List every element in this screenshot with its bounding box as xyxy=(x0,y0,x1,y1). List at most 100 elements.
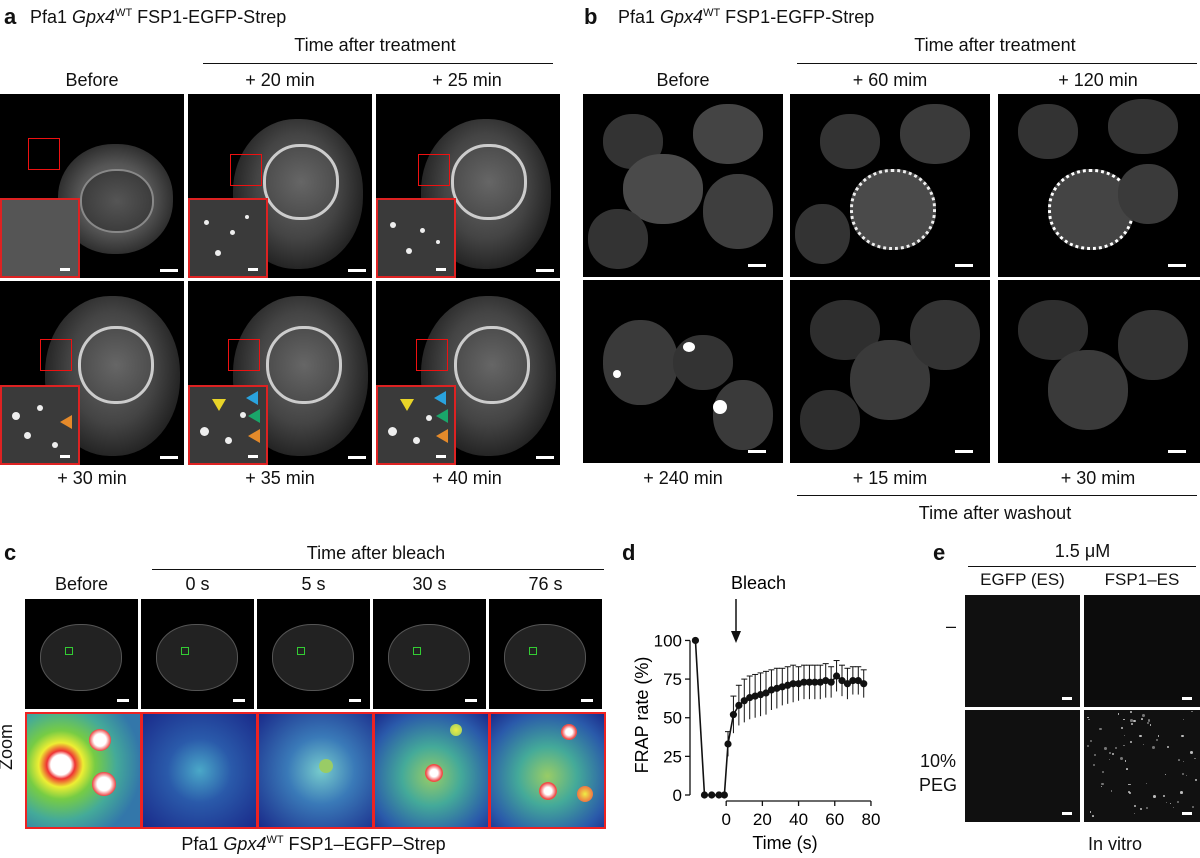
panel-a-title-sup: WT xyxy=(115,7,133,19)
condensate-speckle xyxy=(1123,744,1126,747)
condensate-speckle xyxy=(1130,740,1133,743)
panel-a-image-40min xyxy=(376,281,560,465)
data-point xyxy=(756,690,765,699)
panel-e-image-fsp1-minus xyxy=(1084,595,1200,707)
panel-b-label-top-0: Before xyxy=(656,70,710,90)
data-point xyxy=(827,678,835,686)
data-point xyxy=(735,701,743,709)
panel-a-image-20min xyxy=(188,94,372,278)
condensate-speckle xyxy=(1103,747,1107,750)
panel-c-caption: Pfa1 Gpx4WT FSP1–EGFP–Strep xyxy=(25,834,602,855)
chart-error-bars xyxy=(725,660,867,757)
panel-b-label-top-1: + 60 mim xyxy=(852,70,928,90)
data-point xyxy=(784,681,792,689)
data-point xyxy=(849,677,857,685)
condensate-speckle xyxy=(1165,801,1167,804)
data-point xyxy=(773,684,781,692)
condensate-speckle xyxy=(1123,734,1125,736)
data-point xyxy=(751,692,759,700)
data-point xyxy=(843,680,852,688)
panel-a-title-post: FSP1-EGFP-Strep xyxy=(132,7,287,27)
condensate-speckle xyxy=(1130,710,1133,713)
condensate-speckle xyxy=(1089,740,1092,743)
condensate-speckle xyxy=(1181,734,1184,738)
y-tick-label: 0 xyxy=(673,786,682,805)
condensate-speckle xyxy=(1092,763,1095,767)
panel-c-row-label-text: Zoom xyxy=(0,723,16,770)
chart-line xyxy=(694,640,865,796)
data-point xyxy=(724,740,732,748)
panel-a-title: Pfa1 Gpx4WT FSP1-EGFP-Strep xyxy=(30,7,286,28)
panel-b-image-washout-30mim xyxy=(998,280,1200,463)
panel-e-image-egfp-peg xyxy=(965,710,1080,822)
panel-a-label-bottom-1: + 35 min xyxy=(245,468,315,488)
data-point xyxy=(746,694,754,702)
condensate-speckle xyxy=(1145,807,1148,810)
panel-a-group-label: Time after treatment xyxy=(294,35,456,55)
data-point xyxy=(822,677,830,685)
condensate-speckle xyxy=(1130,719,1133,722)
condensate-speckle xyxy=(1139,807,1143,811)
panel-a-title-pre: Pfa1 xyxy=(30,7,73,27)
data-point xyxy=(794,680,803,688)
condensate-speckle xyxy=(1177,758,1180,761)
panel-c-image-76s xyxy=(489,599,602,709)
condensate-speckle xyxy=(1101,783,1104,786)
panel-a-image-25min xyxy=(376,94,560,278)
panel-a-image-before xyxy=(0,94,184,278)
data-point xyxy=(767,686,776,694)
data-point xyxy=(832,672,841,680)
panel-b-title-post: FSP1-EGFP-Strep xyxy=(720,7,875,27)
frap-chart: 0 25 50 75 100 0 20 40 60 80 Bleach FRAP rate (%)… xyxy=(632,573,880,853)
panel-b-washout-label: Time after washout xyxy=(918,503,1072,523)
panel-c-caption-post: FSP1–EGFP–Strep xyxy=(283,834,446,854)
panel-e-letter: e xyxy=(933,540,946,565)
panel-c-zoom-0s xyxy=(141,712,258,829)
condensate-speckle xyxy=(1133,813,1135,815)
x-tick-label: 60 xyxy=(825,810,844,829)
condensate-speckle xyxy=(1123,718,1125,721)
data-point xyxy=(838,677,846,685)
panel-c-image-30s xyxy=(373,599,486,709)
condensate-speckle xyxy=(1121,726,1124,729)
panel-c-image-before xyxy=(25,599,138,709)
condensate-speckle xyxy=(1093,753,1096,756)
bleach-annotation: Bleach xyxy=(731,573,786,593)
panel-a-label-top-0: Before xyxy=(65,70,119,90)
panel-c-label-4: 76 s xyxy=(528,574,563,594)
condensate-speckle xyxy=(1155,738,1158,742)
condensate-speckle xyxy=(1110,790,1113,792)
panel-e-column-1: FSP1–ES xyxy=(1104,570,1180,589)
panel-e-group-line xyxy=(968,566,1196,568)
condensate-speckle xyxy=(1157,735,1159,737)
condensate-speckle xyxy=(1146,722,1149,725)
panel-b-title-sup: WT xyxy=(703,7,721,19)
condensate-speckle xyxy=(1133,719,1136,722)
condensate-speckle xyxy=(1128,784,1130,786)
condensate-speckle xyxy=(1126,768,1129,771)
panel-c-image-0s xyxy=(141,599,254,709)
panel-b-label-bottom-2: + 30 mim xyxy=(1060,468,1136,488)
condensate-speckle xyxy=(1145,782,1148,785)
condensate-speckle xyxy=(1130,783,1132,785)
panel-c-image-5s xyxy=(257,599,370,709)
condensate-speckle xyxy=(1089,811,1091,813)
condensate-speckle xyxy=(1133,805,1136,808)
condensate-speckle xyxy=(1166,746,1169,749)
data-point xyxy=(811,678,819,686)
y-tick-label: 75 xyxy=(663,670,682,689)
condensate-speckle xyxy=(1192,805,1195,808)
condensate-speckle xyxy=(1099,727,1102,731)
data-point xyxy=(854,677,862,685)
condensate-speckle xyxy=(1131,722,1134,726)
condensate-speckle xyxy=(1109,758,1111,760)
panel-a-label-bottom-2: + 40 min xyxy=(432,468,502,488)
panel-b-group-label: Time after treatment xyxy=(914,35,1076,55)
panel-c-group-line xyxy=(152,569,604,571)
x-axis-label: Time (s) xyxy=(752,833,817,853)
condensate-speckle xyxy=(1141,713,1145,717)
panel-a-label-bottom-0: + 30 min xyxy=(57,468,127,488)
data-point xyxy=(800,678,808,686)
condensate-speckle xyxy=(1140,718,1143,721)
condensate-speckle xyxy=(1128,791,1132,795)
